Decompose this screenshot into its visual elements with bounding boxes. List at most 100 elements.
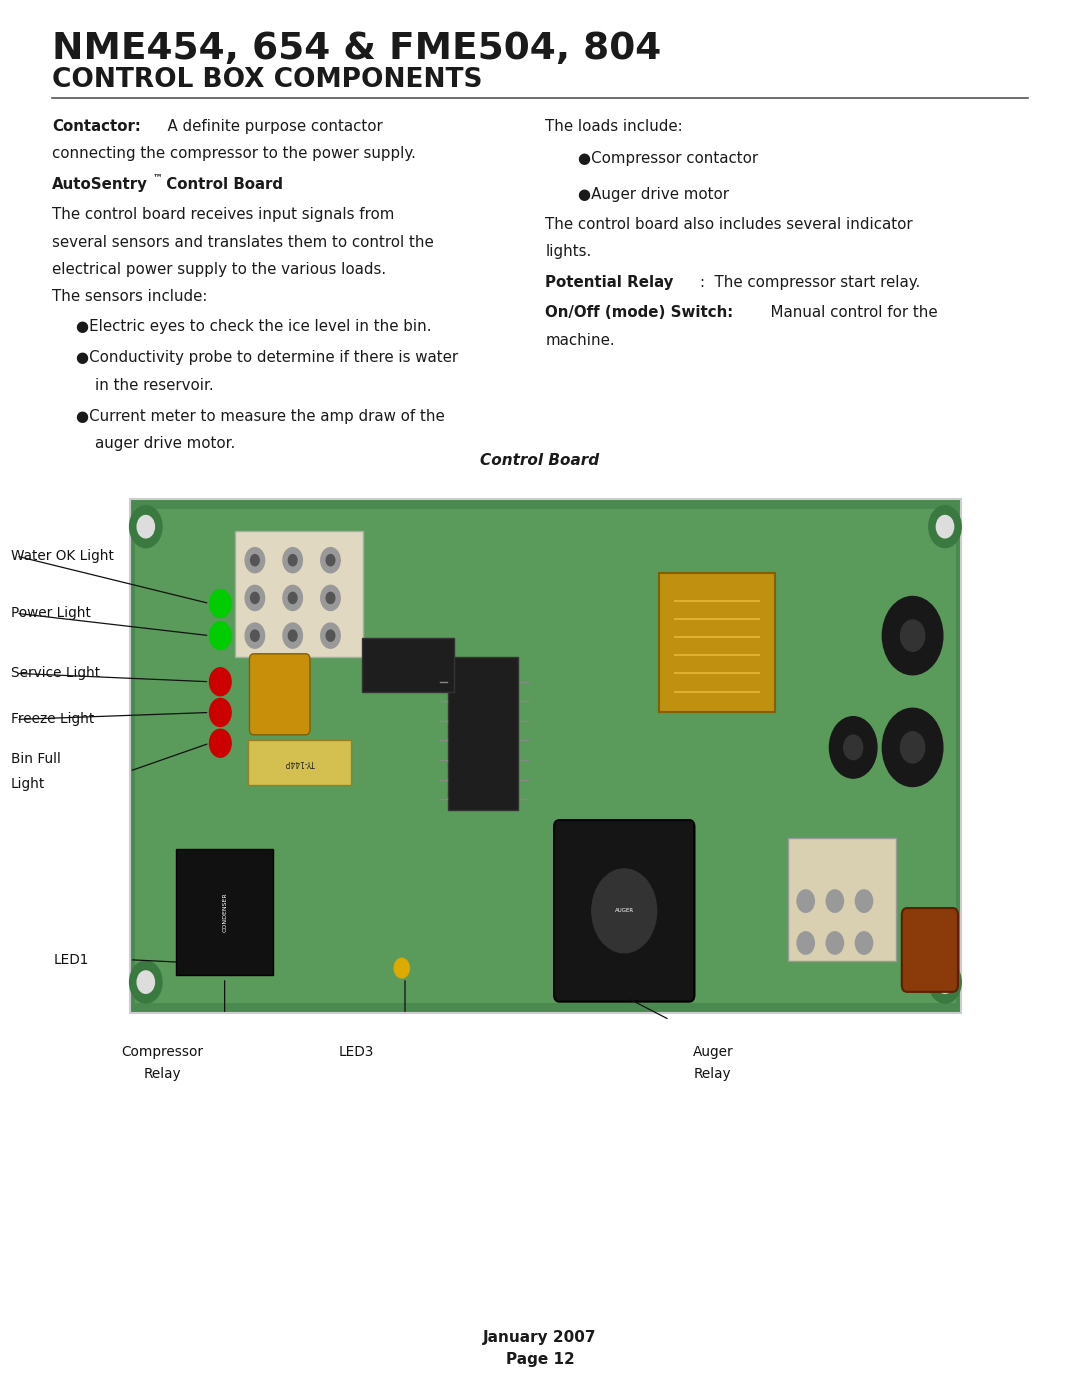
FancyBboxPatch shape bbox=[135, 509, 956, 1003]
Text: :  The compressor start relay.: : The compressor start relay. bbox=[700, 275, 920, 291]
FancyBboxPatch shape bbox=[249, 654, 310, 735]
Circle shape bbox=[245, 548, 265, 573]
Circle shape bbox=[326, 630, 335, 641]
Circle shape bbox=[855, 932, 873, 954]
Text: A definite purpose contactor: A definite purpose contactor bbox=[158, 119, 382, 134]
Text: electrical power supply to the various loads.: electrical power supply to the various l… bbox=[52, 261, 386, 277]
Text: Light: Light bbox=[11, 777, 45, 791]
Circle shape bbox=[210, 590, 231, 617]
Bar bbox=[448, 657, 518, 810]
Circle shape bbox=[855, 890, 873, 912]
Text: connecting the compressor to the power supply.: connecting the compressor to the power s… bbox=[52, 147, 416, 161]
Circle shape bbox=[245, 623, 265, 648]
Circle shape bbox=[326, 592, 335, 604]
Text: LED1: LED1 bbox=[54, 953, 90, 967]
Text: Page 12: Page 12 bbox=[505, 1352, 575, 1368]
Circle shape bbox=[210, 622, 231, 650]
Circle shape bbox=[797, 932, 814, 954]
Circle shape bbox=[283, 623, 302, 648]
Text: AUGER: AUGER bbox=[615, 908, 634, 914]
Circle shape bbox=[210, 668, 231, 696]
Text: CONTROL BOX COMPONENTS: CONTROL BOX COMPONENTS bbox=[52, 67, 483, 94]
Text: TY-144P: TY-144P bbox=[285, 759, 315, 767]
Bar bbox=[248, 740, 351, 785]
Circle shape bbox=[321, 623, 340, 648]
Text: Control Board: Control Board bbox=[481, 453, 599, 468]
Text: in the reservoir.: in the reservoir. bbox=[95, 377, 214, 393]
Text: Service Light: Service Light bbox=[11, 666, 100, 680]
Bar bbox=[235, 531, 363, 657]
Text: CONDENSER: CONDENSER bbox=[222, 893, 227, 932]
Text: Freeze Light: Freeze Light bbox=[11, 712, 94, 726]
Circle shape bbox=[829, 717, 877, 778]
Circle shape bbox=[251, 592, 259, 604]
Circle shape bbox=[826, 890, 843, 912]
Circle shape bbox=[936, 515, 954, 538]
Text: ●Compressor contactor: ●Compressor contactor bbox=[578, 151, 758, 166]
Text: Control Board: Control Board bbox=[161, 177, 283, 193]
Circle shape bbox=[130, 506, 162, 548]
Circle shape bbox=[592, 869, 657, 953]
Text: several sensors and translates them to control the: several sensors and translates them to c… bbox=[52, 235, 433, 250]
Text: Compressor: Compressor bbox=[121, 1045, 203, 1059]
Circle shape bbox=[797, 890, 814, 912]
Circle shape bbox=[210, 698, 231, 726]
Circle shape bbox=[245, 585, 265, 610]
Text: Contactor:: Contactor: bbox=[52, 119, 140, 134]
Circle shape bbox=[130, 961, 162, 1003]
Text: machine.: machine. bbox=[545, 332, 615, 348]
Text: The loads include:: The loads include: bbox=[545, 119, 683, 134]
Circle shape bbox=[936, 971, 954, 993]
Circle shape bbox=[283, 585, 302, 610]
Circle shape bbox=[901, 732, 924, 763]
FancyBboxPatch shape bbox=[130, 499, 961, 1013]
Text: The control board receives input signals from: The control board receives input signals… bbox=[52, 207, 394, 222]
Bar bbox=[659, 573, 775, 712]
Text: Water OK Light: Water OK Light bbox=[11, 549, 113, 563]
Text: January 2007: January 2007 bbox=[483, 1330, 597, 1345]
Circle shape bbox=[321, 548, 340, 573]
Circle shape bbox=[288, 555, 297, 566]
Circle shape bbox=[929, 961, 961, 1003]
Text: lights.: lights. bbox=[545, 244, 592, 258]
Bar bbox=[788, 838, 896, 961]
Circle shape bbox=[137, 515, 154, 538]
Text: The control board also includes several indicator: The control board also includes several … bbox=[545, 217, 913, 232]
Circle shape bbox=[288, 592, 297, 604]
Text: ●Conductivity probe to determine if there is water: ●Conductivity probe to determine if ther… bbox=[76, 351, 458, 365]
FancyBboxPatch shape bbox=[554, 820, 694, 1002]
Text: AutoSentry: AutoSentry bbox=[52, 177, 148, 193]
Circle shape bbox=[251, 630, 259, 641]
Text: ™: ™ bbox=[152, 172, 162, 182]
Bar bbox=[176, 849, 273, 975]
Text: ●Current meter to measure the amp draw of the: ●Current meter to measure the amp draw o… bbox=[76, 409, 444, 423]
Text: Manual control for the: Manual control for the bbox=[761, 306, 939, 320]
Text: LED3: LED3 bbox=[339, 1045, 374, 1059]
Circle shape bbox=[901, 620, 924, 651]
Text: On/Off (mode) Switch:: On/Off (mode) Switch: bbox=[545, 306, 733, 320]
Text: auger drive motor.: auger drive motor. bbox=[95, 436, 235, 451]
Circle shape bbox=[251, 555, 259, 566]
Bar bbox=[362, 638, 454, 692]
Circle shape bbox=[326, 555, 335, 566]
Text: Auger: Auger bbox=[692, 1045, 733, 1059]
Circle shape bbox=[929, 506, 961, 548]
Circle shape bbox=[394, 958, 409, 978]
Circle shape bbox=[283, 548, 302, 573]
Text: NME454, 654 & FME504, 804: NME454, 654 & FME504, 804 bbox=[52, 31, 661, 67]
Text: Relay: Relay bbox=[144, 1067, 180, 1081]
Circle shape bbox=[882, 597, 943, 675]
Circle shape bbox=[882, 708, 943, 787]
Text: Power Light: Power Light bbox=[11, 606, 91, 620]
FancyBboxPatch shape bbox=[902, 908, 958, 992]
Text: ●Auger drive motor: ●Auger drive motor bbox=[578, 187, 729, 201]
Circle shape bbox=[321, 585, 340, 610]
Text: Potential Relay: Potential Relay bbox=[545, 275, 674, 291]
Text: Bin Full: Bin Full bbox=[11, 752, 60, 766]
Circle shape bbox=[210, 729, 231, 757]
Circle shape bbox=[826, 932, 843, 954]
Text: Relay: Relay bbox=[694, 1067, 731, 1081]
Circle shape bbox=[288, 630, 297, 641]
Text: The sensors include:: The sensors include: bbox=[52, 289, 207, 305]
Circle shape bbox=[137, 971, 154, 993]
